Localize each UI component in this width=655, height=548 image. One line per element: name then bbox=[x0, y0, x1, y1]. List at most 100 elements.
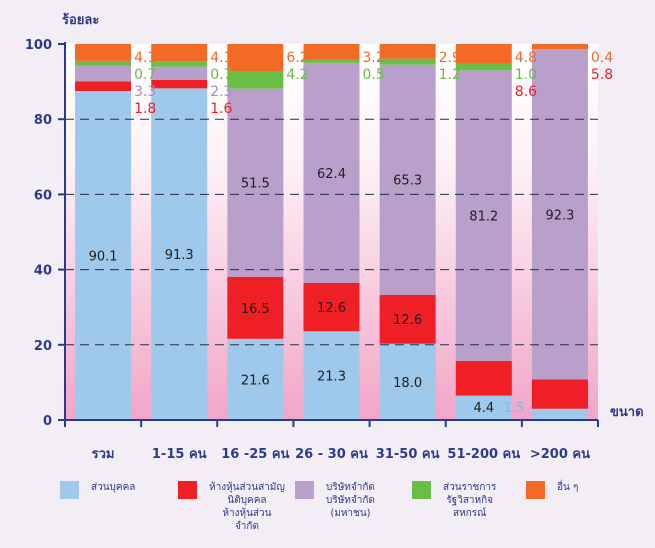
data-label: 1.2 bbox=[439, 67, 461, 83]
legend-swatch bbox=[178, 481, 197, 499]
y-tick-label: 0 bbox=[43, 414, 52, 429]
bar-segment bbox=[227, 44, 284, 72]
bar-segment bbox=[303, 62, 360, 283]
bar-segment bbox=[303, 59, 360, 63]
data-label: 1.8 bbox=[134, 101, 156, 117]
data-label: 18.0 bbox=[393, 376, 422, 391]
legend-item: บริษัทจำกัด บริษัทจำกัด (มหาชน) bbox=[295, 481, 375, 520]
legend-label: ส่วนราชการ รัฐวิสาหกิจ สหกรณ์ bbox=[443, 482, 497, 519]
legend-swatch bbox=[60, 481, 79, 499]
bar-segment bbox=[379, 44, 436, 59]
data-label: 4.4 bbox=[473, 401, 494, 416]
x-tick-label: 31-50 คน bbox=[376, 447, 440, 462]
legend-label: ส่วนบุคคล bbox=[91, 482, 136, 493]
legend-label: บริษัทจำกัด บริษัทจำกัด (มหาชน) bbox=[326, 482, 375, 519]
data-label: 4.1 bbox=[210, 50, 232, 66]
bar-segment bbox=[379, 343, 436, 420]
data-label: 2.3 bbox=[210, 84, 232, 100]
x-tick-label: 16 -25 คน bbox=[221, 447, 289, 462]
y-tick-label: 20 bbox=[34, 339, 52, 354]
legend-swatch bbox=[526, 481, 545, 499]
bar-segment bbox=[151, 44, 208, 62]
data-label: 4.2 bbox=[286, 67, 308, 83]
x-tick-label: 51-200 คน bbox=[447, 447, 520, 462]
data-label: 0.5 bbox=[363, 67, 385, 83]
bar-segment bbox=[227, 276, 284, 339]
data-label: 21.6 bbox=[241, 373, 270, 388]
bar-segment bbox=[455, 395, 512, 420]
data-label: 21.3 bbox=[317, 370, 346, 385]
legend-item: ห้างหุ้นส่วนสามัญ นิติบุคคล ห้างหุ้นส่วน… bbox=[178, 481, 285, 533]
x-tick-label: >200 คน bbox=[530, 447, 590, 462]
y-tick-label: 60 bbox=[34, 188, 52, 203]
bar-segment bbox=[151, 88, 208, 421]
bar-segment bbox=[227, 71, 284, 89]
data-label: 1.5 bbox=[504, 401, 525, 416]
data-label: 1.6 bbox=[210, 101, 232, 117]
legend-item: อื่น ๆ bbox=[526, 481, 578, 499]
stacked-bar-chart: 0 20 40 60 80 100 รวม 1-15 คน 16 -25 คน 26 - 30 ค… bbox=[25, 12, 644, 462]
bar-segment bbox=[531, 49, 588, 380]
data-label: 62.4 bbox=[317, 167, 346, 182]
data-label: 92.3 bbox=[545, 208, 574, 223]
bar-segment bbox=[455, 44, 512, 64]
bar-segment bbox=[303, 282, 360, 332]
bar-segment bbox=[455, 360, 512, 396]
bar-segment bbox=[379, 64, 436, 295]
bar-segment bbox=[151, 66, 208, 80]
x-tick-label: 26 - 30 คน bbox=[295, 447, 368, 462]
bar-segment bbox=[303, 331, 360, 420]
data-label: 3.2 bbox=[363, 50, 385, 66]
y-axis-title: ร้อยละ bbox=[62, 12, 99, 28]
legend-item: ส่วนบุคคล bbox=[60, 481, 135, 499]
chart-legend: ส่วนบุคคล ห้างหุ้นส่วนสามัญ นิติบุคคล ห้า… bbox=[0, 478, 655, 548]
data-label: 3.3 bbox=[134, 84, 156, 100]
data-label: 4.1 bbox=[134, 50, 156, 66]
x-tick-label: 1-15 คน bbox=[152, 447, 207, 462]
bar-segment bbox=[227, 338, 284, 420]
bar-segment bbox=[75, 44, 132, 61]
data-label: 0.7 bbox=[134, 67, 156, 83]
bar-segment bbox=[455, 63, 512, 71]
y-tick-label: 40 bbox=[34, 264, 52, 279]
data-label: 16.5 bbox=[241, 302, 270, 317]
data-label: 1.0 bbox=[515, 67, 537, 83]
bar-segment bbox=[379, 294, 436, 344]
data-label: 5.8 bbox=[591, 67, 613, 83]
data-label: 51.5 bbox=[241, 177, 270, 192]
data-label: 2.9 bbox=[439, 50, 461, 66]
bar-segment bbox=[531, 44, 588, 50]
legend-label: อื่น ๆ bbox=[557, 482, 579, 493]
bar-segment bbox=[151, 61, 208, 67]
data-label: 90.1 bbox=[89, 250, 118, 265]
legend-swatch bbox=[412, 481, 431, 499]
y-tick-label: 80 bbox=[34, 113, 52, 128]
y-tick-label: 100 bbox=[25, 38, 52, 53]
legend-label: ห้างหุ้นส่วนสามัญ นิติบุคคล ห้างหุ้นส่วน… bbox=[209, 482, 285, 532]
bar-segment bbox=[531, 408, 588, 420]
data-label: 65.3 bbox=[393, 174, 422, 189]
data-label: 81.2 bbox=[469, 210, 498, 225]
bar-segment bbox=[151, 79, 208, 89]
bar-segment bbox=[379, 58, 436, 65]
data-label: 4.8 bbox=[515, 50, 537, 66]
data-label: 8.6 bbox=[515, 84, 537, 100]
data-label: 0.7 bbox=[210, 67, 232, 83]
bar-segment bbox=[75, 81, 132, 91]
bar-segment bbox=[303, 44, 360, 60]
legend-item: ส่วนราชการ รัฐวิสาหกิจ สหกรณ์ bbox=[412, 481, 496, 520]
bar-segment bbox=[227, 88, 284, 277]
bar-segment bbox=[75, 91, 132, 420]
data-label: 12.6 bbox=[393, 313, 422, 328]
bar-segment bbox=[75, 60, 132, 66]
data-label: 0.4 bbox=[591, 50, 613, 66]
bar-segment bbox=[75, 65, 132, 82]
data-label: 6.2 bbox=[286, 50, 308, 66]
data-label: 12.6 bbox=[317, 301, 346, 316]
bar-segment bbox=[531, 379, 588, 409]
x-tick-label: รวม bbox=[92, 447, 115, 462]
data-label: 91.3 bbox=[165, 248, 194, 263]
x-axis-title: ขนาด bbox=[610, 405, 644, 420]
legend-swatch bbox=[295, 481, 314, 499]
